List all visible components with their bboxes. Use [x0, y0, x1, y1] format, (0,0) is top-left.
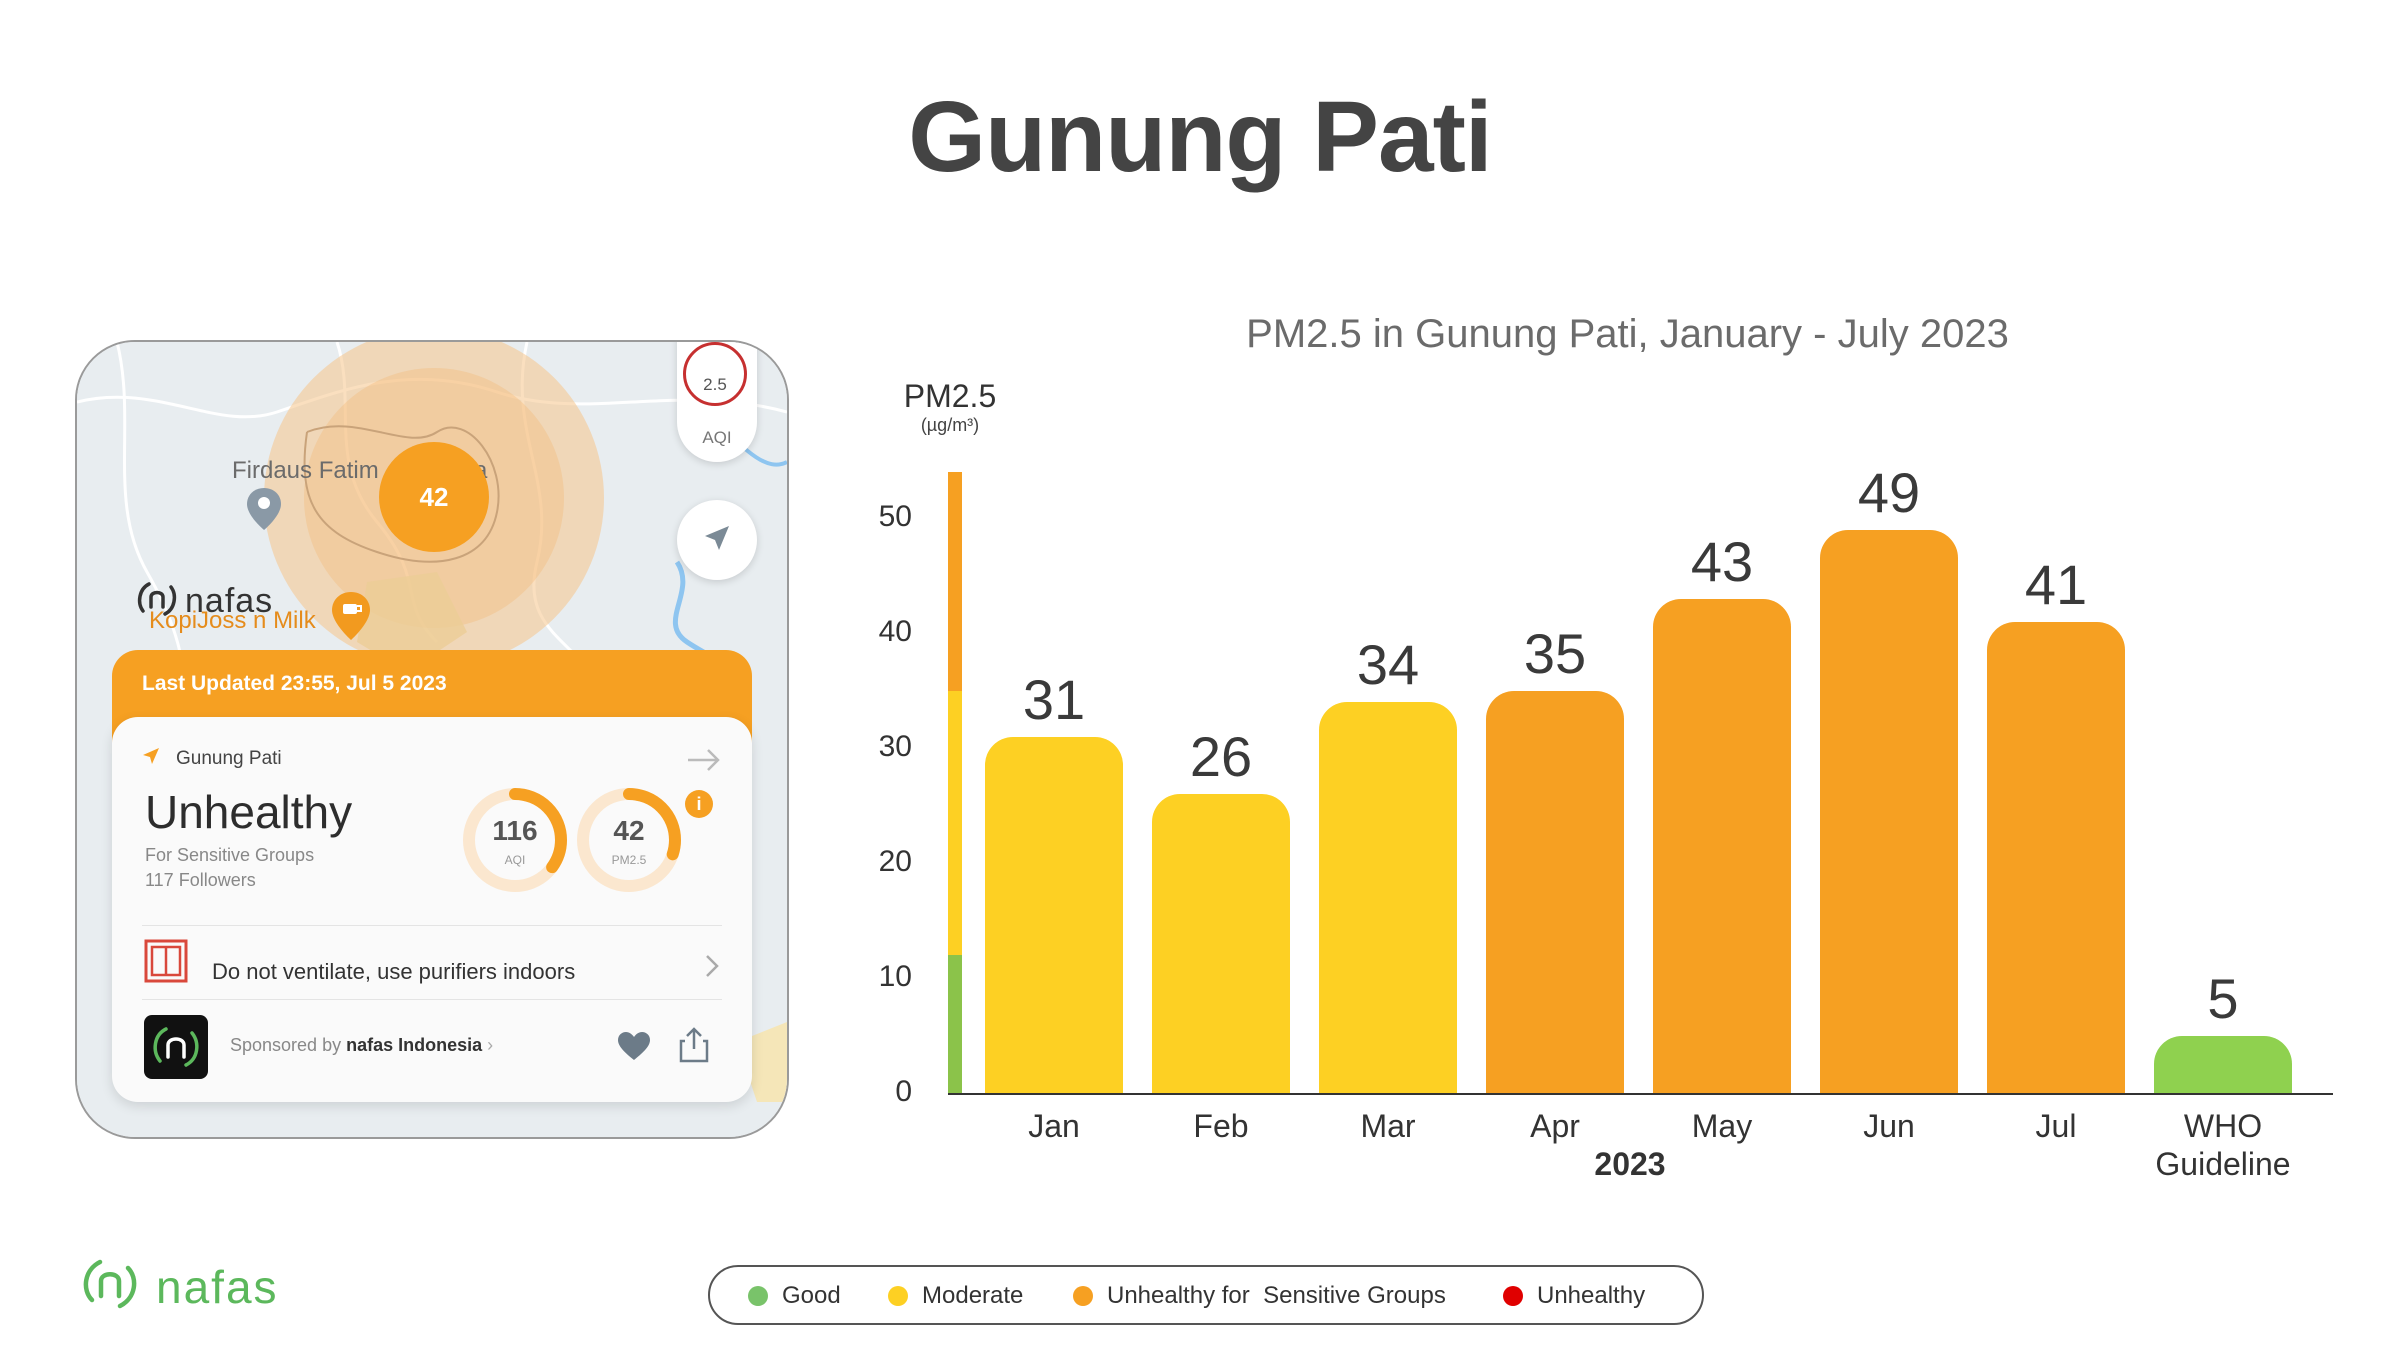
- y-axis-title: PM2.5: [903, 378, 997, 414]
- location-name: Gunung Pati: [176, 747, 282, 769]
- bar-value-label: 41: [2024, 552, 2088, 616]
- y-axis-unit: (µg/m³): [920, 415, 980, 435]
- chevron-right-icon[interactable]: [704, 953, 720, 987]
- pm25-gauge: 42 PM2.5: [574, 785, 684, 895]
- y-tick-label: 10: [878, 960, 912, 993]
- page-title: Gunung Pati: [908, 81, 1492, 193]
- scale-band: [948, 955, 962, 1093]
- chevron-right-icon: ›: [487, 1035, 494, 1055]
- aqi-gauge: 116 AQI: [460, 785, 570, 895]
- x-tick-label: Jan: [1028, 1108, 1080, 1144]
- aqi-toggle[interactable]: AQI: [702, 428, 732, 447]
- bar: [985, 736, 1123, 1093]
- y-tick-label: 20: [878, 845, 912, 878]
- x-axis-title: 2023: [1594, 1146, 1666, 1182]
- x-tick-label: May: [1691, 1108, 1753, 1144]
- sponsor-logo[interactable]: [144, 1015, 208, 1079]
- legend-label-usg: Unhealthy for Sensitive Groups: [1107, 1282, 1446, 1309]
- legend-item-moderate: Moderate: [888, 1282, 1023, 1310]
- heart-icon[interactable]: [617, 1031, 651, 1066]
- map-pin-icon: [247, 488, 281, 535]
- bar: [1820, 529, 1958, 1093]
- bar-value-label: 43: [1690, 529, 1754, 593]
- legend-dot-unhealthy: [1503, 1286, 1523, 1306]
- x-axis-line: [948, 1093, 2333, 1095]
- map-cafe-label: KopiJoss n Milk: [149, 607, 316, 634]
- aqi-label: AQI: [504, 853, 526, 867]
- x-tick-label: Jun: [1863, 1108, 1915, 1144]
- legend-item-unhealthy: Unhealthy: [1503, 1282, 1645, 1310]
- nafas-logo-icon: [135, 577, 179, 626]
- y-tick-label: 30: [878, 730, 912, 763]
- x-tick-label: Mar: [1360, 1108, 1416, 1144]
- y-tick-label: 0: [895, 1075, 912, 1108]
- bar-value-label: 5: [2207, 966, 2239, 1030]
- bar: [1319, 702, 1457, 1093]
- bar-value-label: 49: [1857, 460, 1921, 524]
- bar: [1653, 598, 1791, 1093]
- legend-dot-moderate: [888, 1286, 908, 1306]
- navigation-arrow-icon: [702, 523, 732, 558]
- bar-value-label: 35: [1523, 621, 1587, 685]
- legend-item-usg: Unhealthy for Sensitive Groups: [1073, 1282, 1446, 1310]
- legend-dot-good: [748, 1286, 768, 1306]
- legend-label-moderate: Moderate: [922, 1282, 1024, 1309]
- location-arrow-icon: [142, 747, 160, 770]
- map-logo: nafas: [135, 577, 273, 626]
- bar: [1152, 794, 1290, 1093]
- app-screenshot: Firdaus Fatim a KopiJoss n Milk 42 nafas…: [75, 340, 789, 1139]
- window-icon: [144, 939, 188, 988]
- pm25-value: 42: [613, 815, 645, 846]
- divider: [142, 925, 722, 926]
- x-tick-label: Jul: [2035, 1108, 2077, 1144]
- last-updated-text: Last Updated 23:55, Jul 5 2023: [142, 672, 447, 695]
- status-subtitle: For Sensitive Groups: [145, 845, 315, 865]
- location-card[interactable]: Gunung Pati Unhealthy For Sensitive Grou…: [112, 717, 752, 1102]
- sponsor-prefix: Sponsored by: [230, 1035, 342, 1055]
- sponsor-link[interactable]: Sponsored by nafas Indonesia ›: [230, 1035, 493, 1056]
- info-icon[interactable]: i: [685, 790, 713, 818]
- scale-band: [948, 690, 962, 955]
- legend-label-good: Good: [782, 1282, 841, 1309]
- status-title: Unhealthy: [145, 786, 353, 838]
- arrow-right-icon[interactable]: [686, 743, 722, 780]
- x-tick-label: Feb: [1193, 1108, 1249, 1144]
- brand-text: nafas: [156, 1260, 279, 1313]
- location-row: Gunung Pati: [142, 747, 282, 770]
- nafas-logo-icon: [78, 1252, 142, 1321]
- divider: [142, 999, 722, 1000]
- bar: [2154, 1035, 2292, 1093]
- bar-value-label: 31: [1022, 667, 1086, 731]
- brand-logo: nafas: [78, 1252, 279, 1321]
- chart-title: PM2.5 in Gunung Pati, January - July 202…: [1246, 312, 2009, 356]
- advice-text[interactable]: Do not ventilate, use purifiers indoors: [212, 959, 576, 984]
- sponsor-name: nafas Indonesia: [346, 1035, 483, 1055]
- x-tick-label: WHO Guideline: [2155, 1108, 2291, 1182]
- bar: [1486, 690, 1624, 1093]
- followers-count: 117 Followers: [145, 870, 256, 890]
- bar: [1987, 621, 2125, 1093]
- layer-toggle-pill[interactable]: 2.5 AQI: [677, 342, 757, 462]
- legend-item-good: Good: [748, 1282, 841, 1310]
- legend: Good Moderate Unhealthy for Sensitive Gr…: [708, 1265, 1704, 1325]
- y-tick-label: 50: [878, 500, 912, 533]
- map-logo-text: nafas: [185, 582, 274, 620]
- y-tick-label: 40: [878, 615, 912, 648]
- share-icon[interactable]: [679, 1027, 709, 1068]
- pm25-label: PM2.5: [611, 853, 647, 867]
- scale-band: [948, 472, 962, 691]
- map-aqi-badge[interactable]: 42: [379, 442, 489, 552]
- legend-label-unhealthy: Unhealthy: [1537, 1282, 1646, 1309]
- locate-button[interactable]: [677, 500, 757, 580]
- cafe-pin-icon: [332, 592, 370, 645]
- x-tick-label: Apr: [1530, 1108, 1580, 1144]
- bar-value-label: 34: [1356, 633, 1420, 696]
- bar-value-label: 26: [1189, 725, 1253, 788]
- aqi-value: 116: [492, 815, 538, 846]
- map-place-label: Firdaus Fatim: [232, 457, 379, 484]
- pm25-toggle[interactable]: 2.5: [683, 342, 747, 406]
- legend-dot-usg: [1073, 1286, 1093, 1306]
